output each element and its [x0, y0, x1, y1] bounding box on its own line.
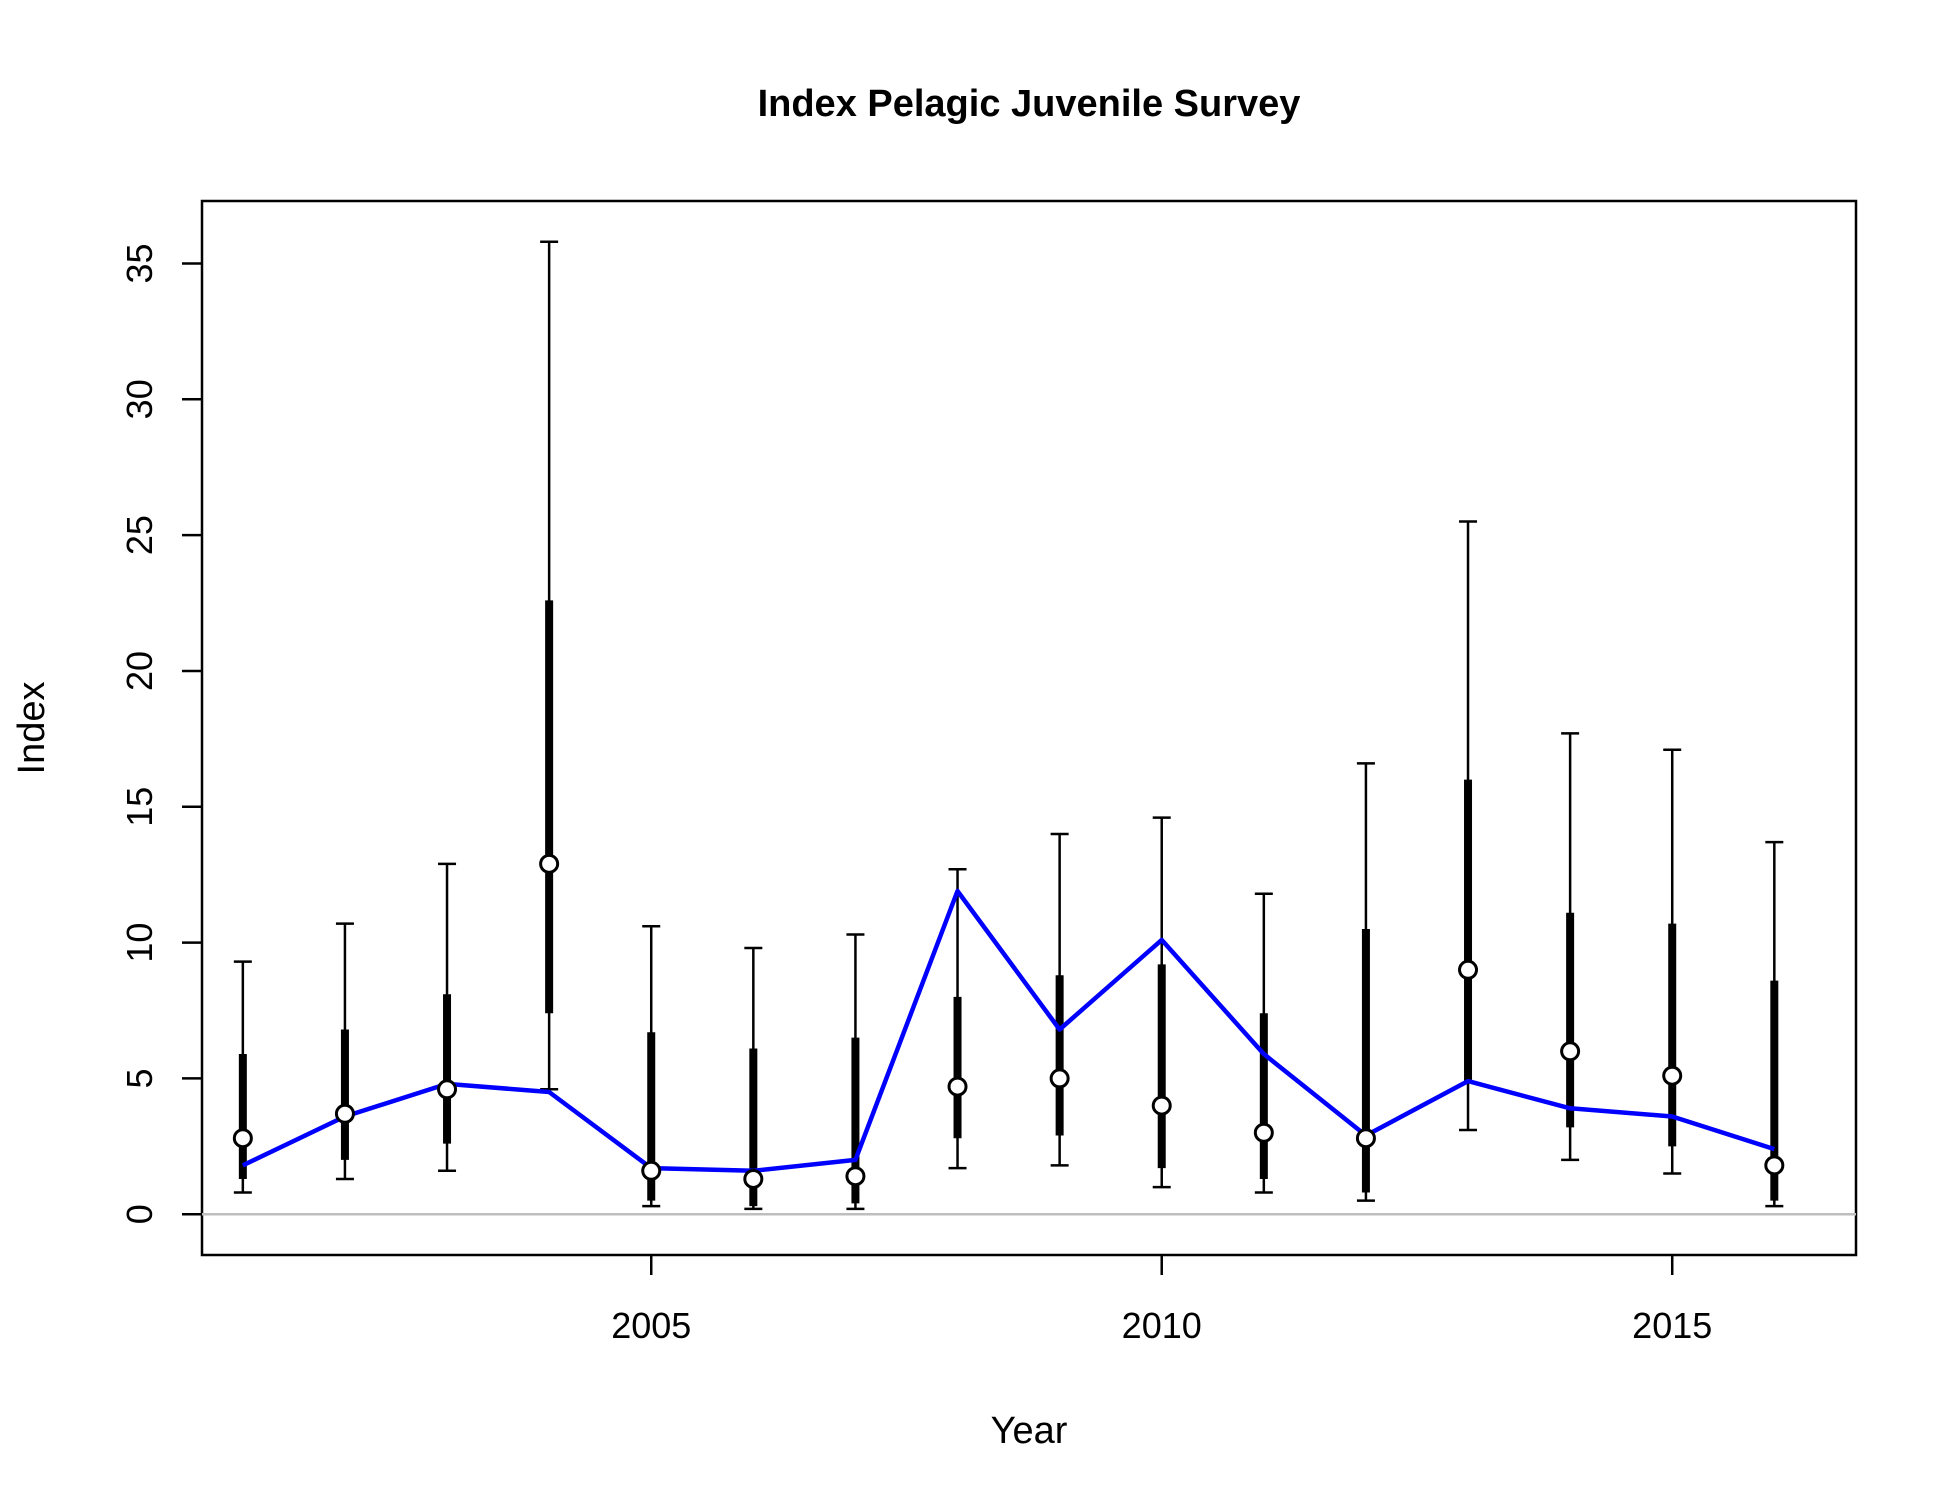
y-tick-label: 15: [119, 787, 160, 827]
x-tick-label: 2015: [1632, 1305, 1712, 1346]
observed-point: [1355, 1128, 1376, 1149]
x-tick-label: 2005: [611, 1305, 691, 1346]
y-axis-label: Index: [11, 682, 53, 775]
x-axis: 2005 2010 2015: [611, 1255, 1712, 1346]
observed-point: [743, 1168, 764, 1189]
y-tick-label: 25: [119, 515, 160, 555]
x-tick-label: 2010: [1122, 1305, 1202, 1346]
observed-point: [1151, 1095, 1172, 1116]
y-tick-label: 20: [119, 651, 160, 691]
observed-point: [539, 853, 560, 874]
observed-point: [437, 1079, 458, 1100]
observed-point: [334, 1103, 355, 1124]
observed-point: [1662, 1065, 1683, 1086]
observed-point: [232, 1128, 253, 1149]
y-tick-label: 5: [119, 1068, 160, 1088]
y-tick-label: 35: [119, 243, 160, 283]
chart-marks: [232, 240, 1785, 1211]
observed-point: [1049, 1068, 1070, 1089]
observed-point: [947, 1076, 968, 1097]
y-tick-label: 0: [119, 1204, 160, 1224]
plot-frame: [200, 199, 1858, 1257]
y-tick-label: 10: [119, 923, 160, 963]
observed-point: [1253, 1122, 1274, 1143]
observed-point: [1458, 959, 1479, 980]
observed-point: [1764, 1155, 1785, 1176]
y-axis: 0 5 10 15 20 25 30 35: [119, 243, 202, 1224]
chart-title: Index Pelagic Juvenile Survey: [758, 83, 1301, 125]
observed-point: [845, 1166, 866, 1187]
observed-point: [1560, 1041, 1581, 1062]
x-axis-label: Year: [991, 1410, 1068, 1452]
y-tick-label: 30: [119, 379, 160, 419]
observed-point: [641, 1160, 662, 1181]
fit-line: [241, 888, 1775, 1174]
